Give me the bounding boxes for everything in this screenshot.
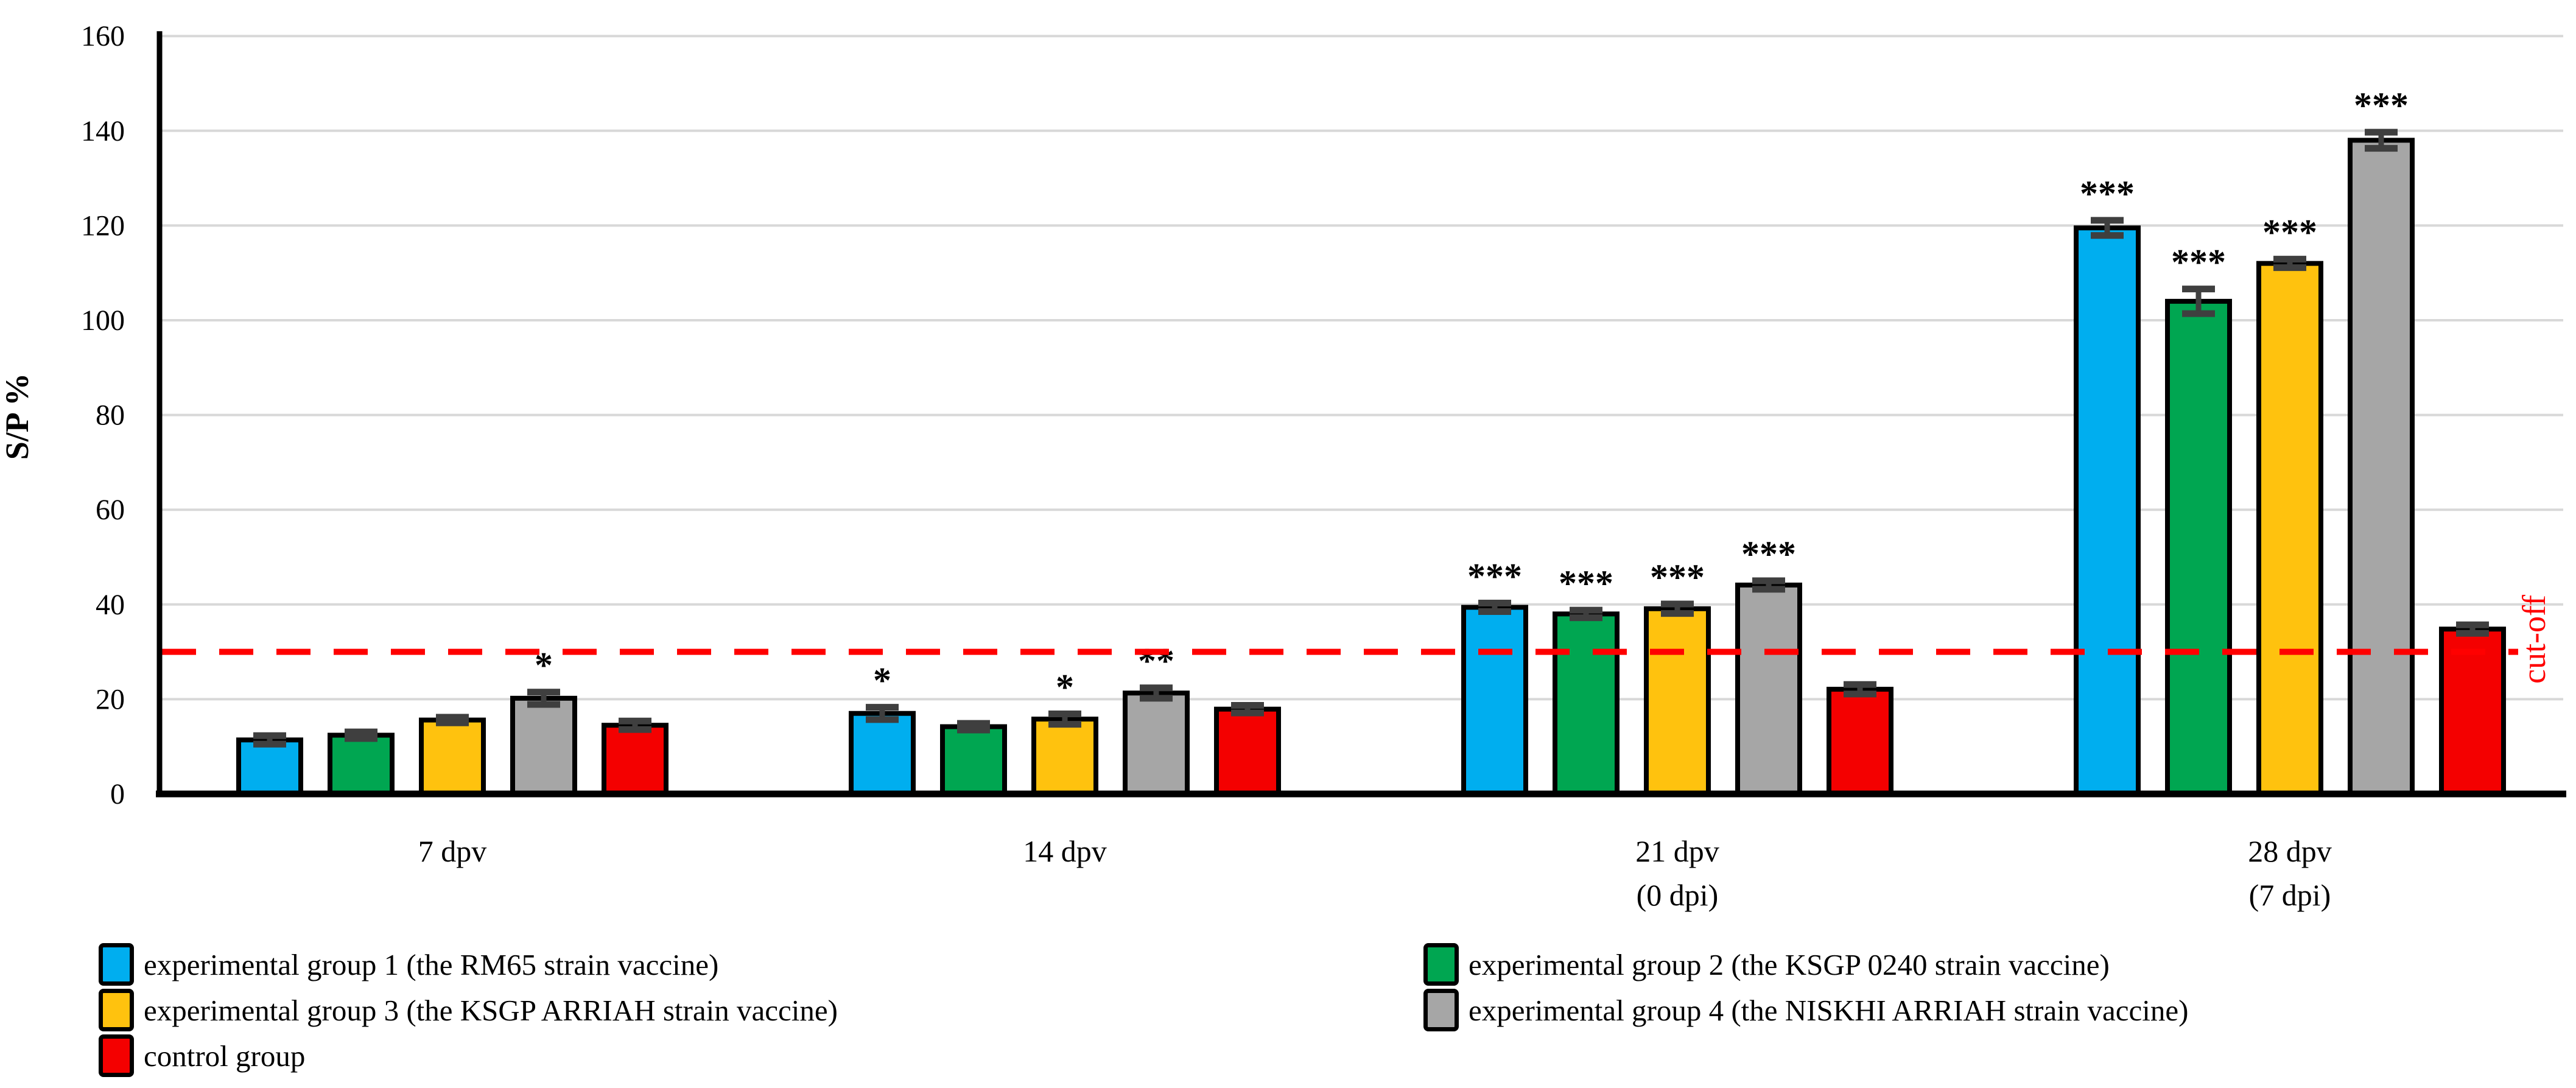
significance-marker: * bbox=[873, 661, 891, 701]
y-tick-label: 160 bbox=[81, 20, 125, 52]
y-tick-label: 80 bbox=[96, 399, 125, 432]
legend-item-group2: experimental group 2 (the KSGP 0240 stra… bbox=[1423, 943, 2110, 986]
bar-series2-cat1 bbox=[328, 732, 395, 796]
cutoff-label: cut-off bbox=[2516, 595, 2552, 684]
bar-series3-cat3 bbox=[1644, 606, 1711, 796]
x-tick-label: 21 dpv bbox=[1635, 834, 1719, 868]
legend-label-group2: experimental group 2 (the KSGP 0240 stra… bbox=[1469, 947, 2110, 981]
significance-marker: *** bbox=[2171, 242, 2226, 283]
x-tick-label: 7 dpv bbox=[418, 834, 487, 868]
y-tick-label: 20 bbox=[96, 683, 125, 715]
bar-series4-cat2 bbox=[1123, 690, 1190, 797]
bar-series2-cat4 bbox=[2165, 298, 2232, 796]
bar-series5-cat2 bbox=[1214, 706, 1281, 797]
y-tick-label: 100 bbox=[81, 304, 125, 337]
significance-marker: *** bbox=[2354, 85, 2409, 125]
significance-marker: * bbox=[1056, 667, 1074, 707]
legend-item-group4: experimental group 4 (the NISKHI ARRIAH … bbox=[1423, 989, 2188, 1031]
legend-swatch-group3 bbox=[99, 989, 134, 1031]
y-tick-label: 0 bbox=[110, 778, 125, 810]
bar-series1-cat3 bbox=[1461, 605, 1528, 797]
bar-series5-cat1 bbox=[602, 723, 669, 796]
significance-marker: *** bbox=[1467, 556, 1522, 596]
x-tick-label-line2: (0 dpi) bbox=[1637, 878, 1719, 912]
y-axis-title: S/P % bbox=[0, 373, 35, 460]
legend-label-group3: experimental group 3 (the KSGP ARRIAH st… bbox=[144, 993, 838, 1027]
legend-swatch-group2 bbox=[1423, 943, 1459, 986]
x-tick-label: 14 dpv bbox=[1023, 834, 1107, 868]
bar-series4-cat4 bbox=[2348, 138, 2415, 797]
legend-item-control: control group bbox=[99, 1034, 305, 1077]
y-tick-label: 120 bbox=[81, 209, 125, 242]
bar-series2-cat3 bbox=[1553, 611, 1620, 796]
significance-marker: *** bbox=[1559, 563, 1613, 603]
x-tick-label-line2: (7 dpi) bbox=[2249, 878, 2331, 912]
bar-series3-cat1 bbox=[419, 717, 486, 796]
significance-marker: *** bbox=[2080, 174, 2135, 214]
legend-label-control: control group bbox=[144, 1039, 306, 1073]
legend-item-group3: experimental group 3 (the KSGP ARRIAH st… bbox=[99, 989, 838, 1031]
bar-series2-cat2 bbox=[940, 724, 1007, 797]
legend-label-group4: experimental group 4 (the NISKHI ARRIAH … bbox=[1469, 993, 2189, 1027]
bar-series3-cat4 bbox=[2256, 261, 2323, 796]
x-tick-label: 28 dpv bbox=[2248, 834, 2332, 868]
significance-marker: *** bbox=[1650, 557, 1705, 597]
legend-swatch-control bbox=[99, 1034, 134, 1077]
y-tick-label: 40 bbox=[96, 589, 125, 621]
legend-label-group1: experimental group 1 (the RM65 strain va… bbox=[144, 947, 719, 981]
legend-swatch-group1 bbox=[99, 943, 134, 986]
bar-series1-cat1 bbox=[236, 737, 303, 796]
bar-series1-cat2 bbox=[849, 711, 916, 796]
significance-marker: *** bbox=[2262, 212, 2317, 253]
y-tick-label: 60 bbox=[96, 494, 125, 526]
bar-series3-cat2 bbox=[1031, 717, 1098, 797]
legend-item-group1: experimental group 1 (the RM65 strain va… bbox=[99, 943, 718, 986]
bar-series5-cat3 bbox=[1827, 687, 1893, 797]
significance-marker: *** bbox=[1741, 534, 1796, 574]
bar-series4-cat1 bbox=[510, 695, 577, 796]
y-tick-label: 140 bbox=[81, 115, 125, 147]
bar-series4-cat3 bbox=[1735, 582, 1802, 796]
bar-series1-cat4 bbox=[2074, 225, 2141, 797]
significance-marker: ** bbox=[1138, 641, 1174, 681]
legend-swatch-group4 bbox=[1423, 989, 1459, 1031]
